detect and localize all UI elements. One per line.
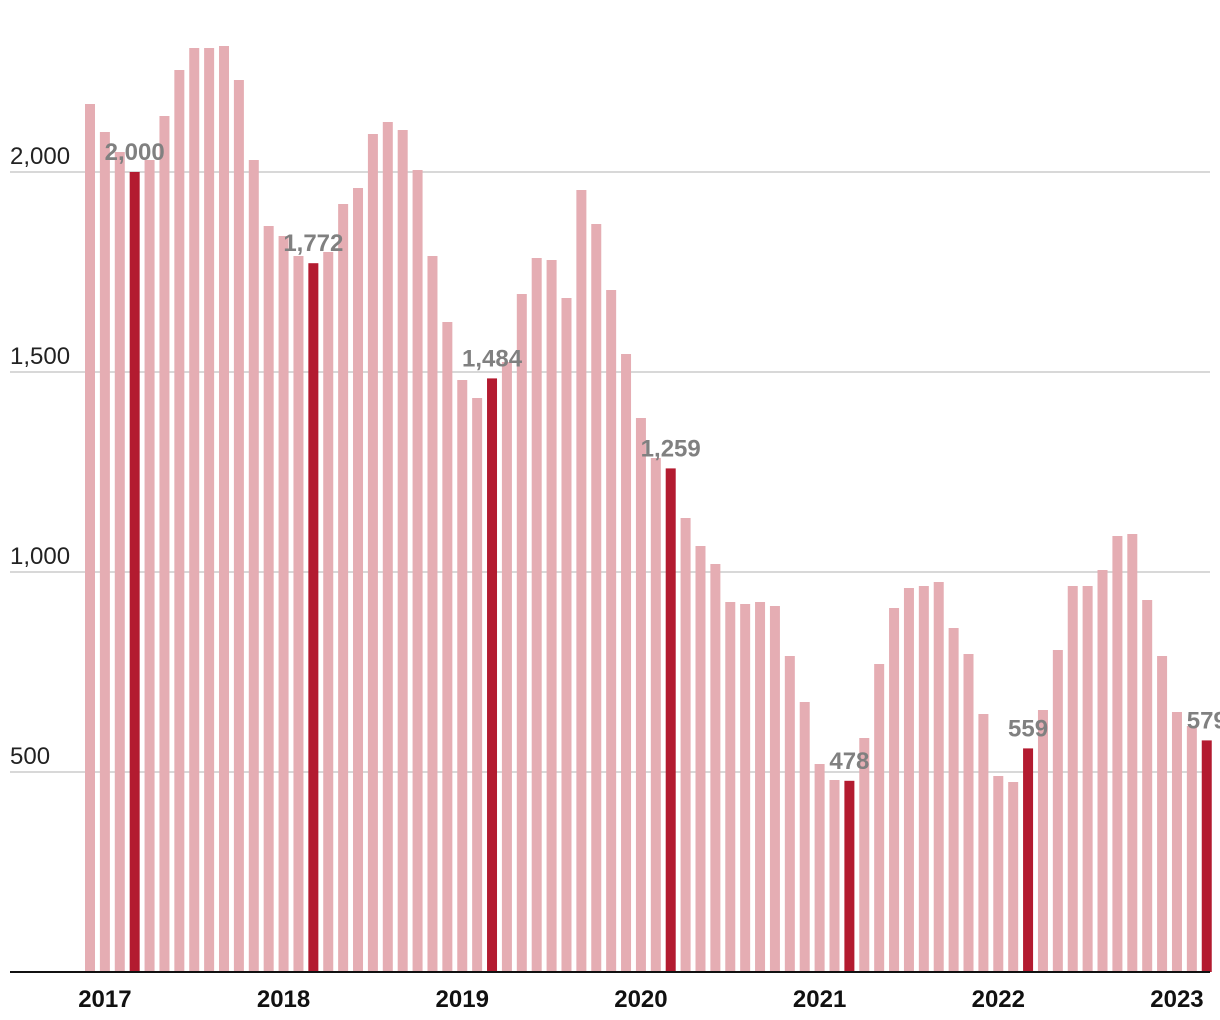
bar (710, 564, 721, 972)
bar (1142, 600, 1153, 972)
bar (472, 398, 483, 972)
data-label: 2,000 (105, 139, 165, 166)
highlight-bar (1201, 740, 1212, 972)
bar (635, 418, 646, 972)
bar (889, 608, 900, 972)
bar (382, 122, 393, 972)
bar (1067, 586, 1078, 972)
bar (978, 714, 989, 972)
bar (769, 606, 780, 972)
x-tick-label: 2018 (257, 986, 310, 1013)
bar (1112, 536, 1123, 972)
bar (174, 70, 185, 972)
bar (740, 604, 751, 972)
bar (263, 226, 274, 972)
bar (874, 664, 885, 972)
bar (859, 738, 870, 972)
bar (576, 190, 587, 972)
bar (1008, 782, 1019, 972)
highlight-bar (487, 378, 498, 972)
bar (948, 628, 959, 972)
bar (903, 588, 914, 972)
bar (784, 656, 795, 972)
x-tick-labels: 2017 2018 2019 2020 2021 2022 2023 (78, 986, 1203, 1013)
bar (1157, 656, 1168, 972)
bar (367, 134, 378, 972)
bar (993, 776, 1004, 972)
bar (427, 256, 438, 972)
bar (457, 380, 468, 972)
bar (755, 602, 766, 972)
x-tick-label: 2023 (1150, 986, 1203, 1013)
bar (293, 256, 304, 972)
bar (144, 160, 155, 972)
bar (248, 160, 259, 972)
y-tick-labels: 500 1,000 1,500 2,000 (10, 143, 70, 770)
bar (933, 582, 944, 972)
bar (412, 170, 423, 972)
bar (338, 204, 349, 972)
bar (621, 354, 632, 972)
bar (1082, 586, 1093, 972)
bar (829, 780, 840, 972)
bar (397, 130, 408, 972)
y-tick-label: 1,500 (10, 343, 70, 370)
highlight-bar (129, 172, 140, 972)
bar (1037, 710, 1048, 972)
bar (799, 702, 810, 972)
data-label: 478 (829, 748, 869, 775)
highlight-bar (308, 263, 319, 972)
bar (442, 322, 453, 972)
bar (725, 602, 736, 972)
bar (353, 188, 364, 972)
data-labels: 2,000 1,772 1,484 1,259 478 559 579 (105, 139, 1220, 775)
bar (85, 104, 95, 972)
bar (546, 260, 557, 972)
highlight-bar (844, 780, 855, 972)
bar (159, 116, 170, 972)
bar (814, 764, 825, 972)
bar (1171, 712, 1182, 972)
bar (918, 586, 929, 972)
bar (561, 298, 572, 972)
bar (1186, 726, 1197, 972)
y-tick-label: 500 (10, 743, 50, 770)
bar (501, 362, 512, 972)
y-tick-label: 2,000 (10, 143, 70, 170)
bar (963, 654, 974, 972)
data-label: 1,259 (641, 435, 701, 462)
bar (233, 80, 244, 972)
data-label: 1,772 (283, 230, 343, 257)
bar (531, 258, 542, 972)
bar (278, 236, 289, 972)
bar (695, 546, 706, 972)
bar (114, 152, 125, 972)
bar (204, 48, 215, 972)
bar (219, 46, 230, 972)
x-tick-label: 2017 (78, 986, 131, 1013)
bar (1127, 534, 1138, 972)
x-tick-label: 2021 (793, 986, 846, 1013)
bar (516, 294, 527, 972)
bar (1097, 570, 1108, 972)
data-label: 559 (1008, 715, 1048, 742)
bar (606, 290, 617, 972)
y-tick-label: 1,000 (10, 543, 70, 570)
bar (680, 518, 691, 972)
bar (189, 48, 200, 972)
highlight-bar (665, 468, 676, 972)
bar (591, 224, 602, 972)
x-tick-label: 2020 (614, 986, 667, 1013)
bar (650, 458, 661, 972)
bar (323, 252, 334, 972)
data-label: 1,484 (462, 345, 523, 372)
bar (1052, 650, 1063, 972)
x-tick-label: 2022 (972, 986, 1025, 1013)
bars (85, 46, 1212, 972)
x-tick-label: 2019 (436, 986, 489, 1013)
bar (99, 132, 110, 972)
highlight-bar (1023, 748, 1034, 972)
data-label: 579 (1187, 707, 1220, 734)
